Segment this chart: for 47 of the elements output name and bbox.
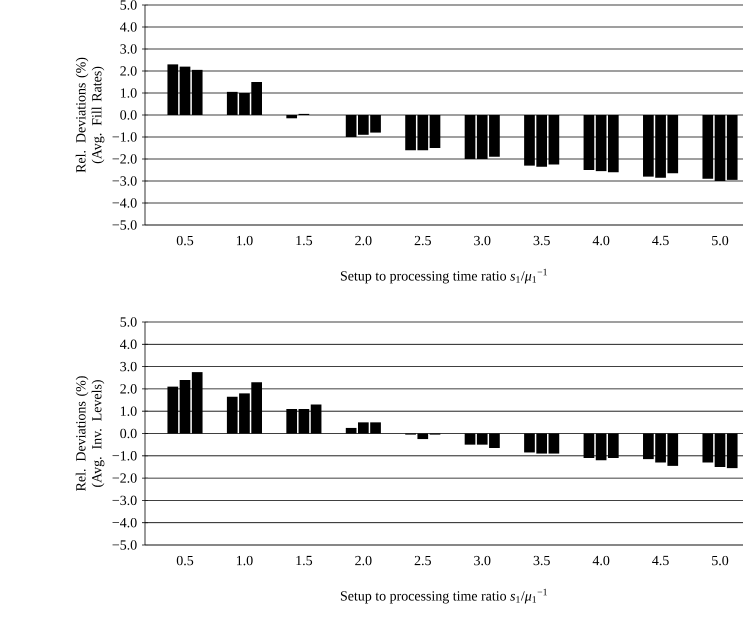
y-tick-label: 4.0 [120, 22, 137, 32]
y-tick-label: −1.0 [112, 132, 137, 142]
y-tick-label: −4.0 [112, 518, 137, 528]
x-tick-label: 1.5 [296, 556, 312, 566]
x-tick-label: 4.0 [592, 556, 610, 566]
x-tick-label: 0.5 [176, 556, 194, 566]
x-tick-label: 1.5 [296, 236, 312, 246]
y-tick-label: 0.0 [120, 110, 137, 120]
y-tick-label: 1.0 [120, 88, 137, 98]
y-tick-label: −5.0 [112, 540, 137, 550]
y-tick-label: −3.0 [112, 496, 137, 506]
x-tick-label: 2.5 [414, 556, 431, 566]
y-tick-label: 2.0 [120, 66, 137, 76]
x-tick-label: 3.5 [534, 236, 550, 246]
x-axis-title: Setup to processing time ratio s$_{1}$/μ$_{1}$−1 [340, 588, 547, 604]
y-tick-label: 5.0 [120, 317, 137, 327]
x-tick-label: 2.0 [355, 556, 372, 566]
y-tick-label: 3.0 [120, 44, 137, 54]
x-tick-label: 1.0 [236, 556, 253, 566]
y-axis-title: Rel. Deviations (%) (Avg. Fill Rates) [76, 58, 104, 172]
x-axis-title: Setup to processing time ratio s$_{1}$/μ$_{1}$−1 [340, 268, 547, 284]
y-tick-label: −5.0 [112, 220, 137, 230]
y-tick-label: 5.0 [120, 0, 137, 10]
x-tick-label: 4.0 [592, 236, 610, 246]
y-tick-label: 2.0 [120, 384, 137, 394]
y-tick-label: 0.0 [120, 428, 137, 438]
y-tick-label: −3.0 [112, 176, 137, 186]
x-tick-label: 2.5 [414, 236, 431, 246]
x-tick-label: 4.5 [652, 556, 669, 566]
y-tick-label: −4.0 [112, 198, 137, 208]
x-tick-label: 5.0 [712, 236, 728, 246]
x-tick-label: 3.5 [534, 556, 550, 566]
y-tick-label: −1.0 [112, 451, 137, 461]
x-tick-label: 4.5 [652, 236, 669, 246]
y-tick-label: 1.0 [120, 406, 137, 416]
x-tick-label: 3.0 [474, 556, 490, 566]
x-tick-label: 0.5 [176, 236, 194, 246]
x-tick-label: 1.0 [236, 236, 253, 246]
y-tick-label: −2.0 [112, 154, 137, 164]
x-tick-label: 2.0 [355, 236, 372, 246]
bar [286, 114, 298, 118]
y-axis-title: Rel. Deviations (%) (Avg. Inv. Levels) [76, 376, 104, 492]
y-tick-label: 4.0 [120, 340, 137, 350]
y-tick-label: −2.0 [112, 473, 137, 483]
y-tick-label: 3.0 [120, 362, 137, 372]
x-tick-label: 3.0 [474, 236, 490, 246]
x-tick-label: 5.0 [712, 556, 728, 566]
